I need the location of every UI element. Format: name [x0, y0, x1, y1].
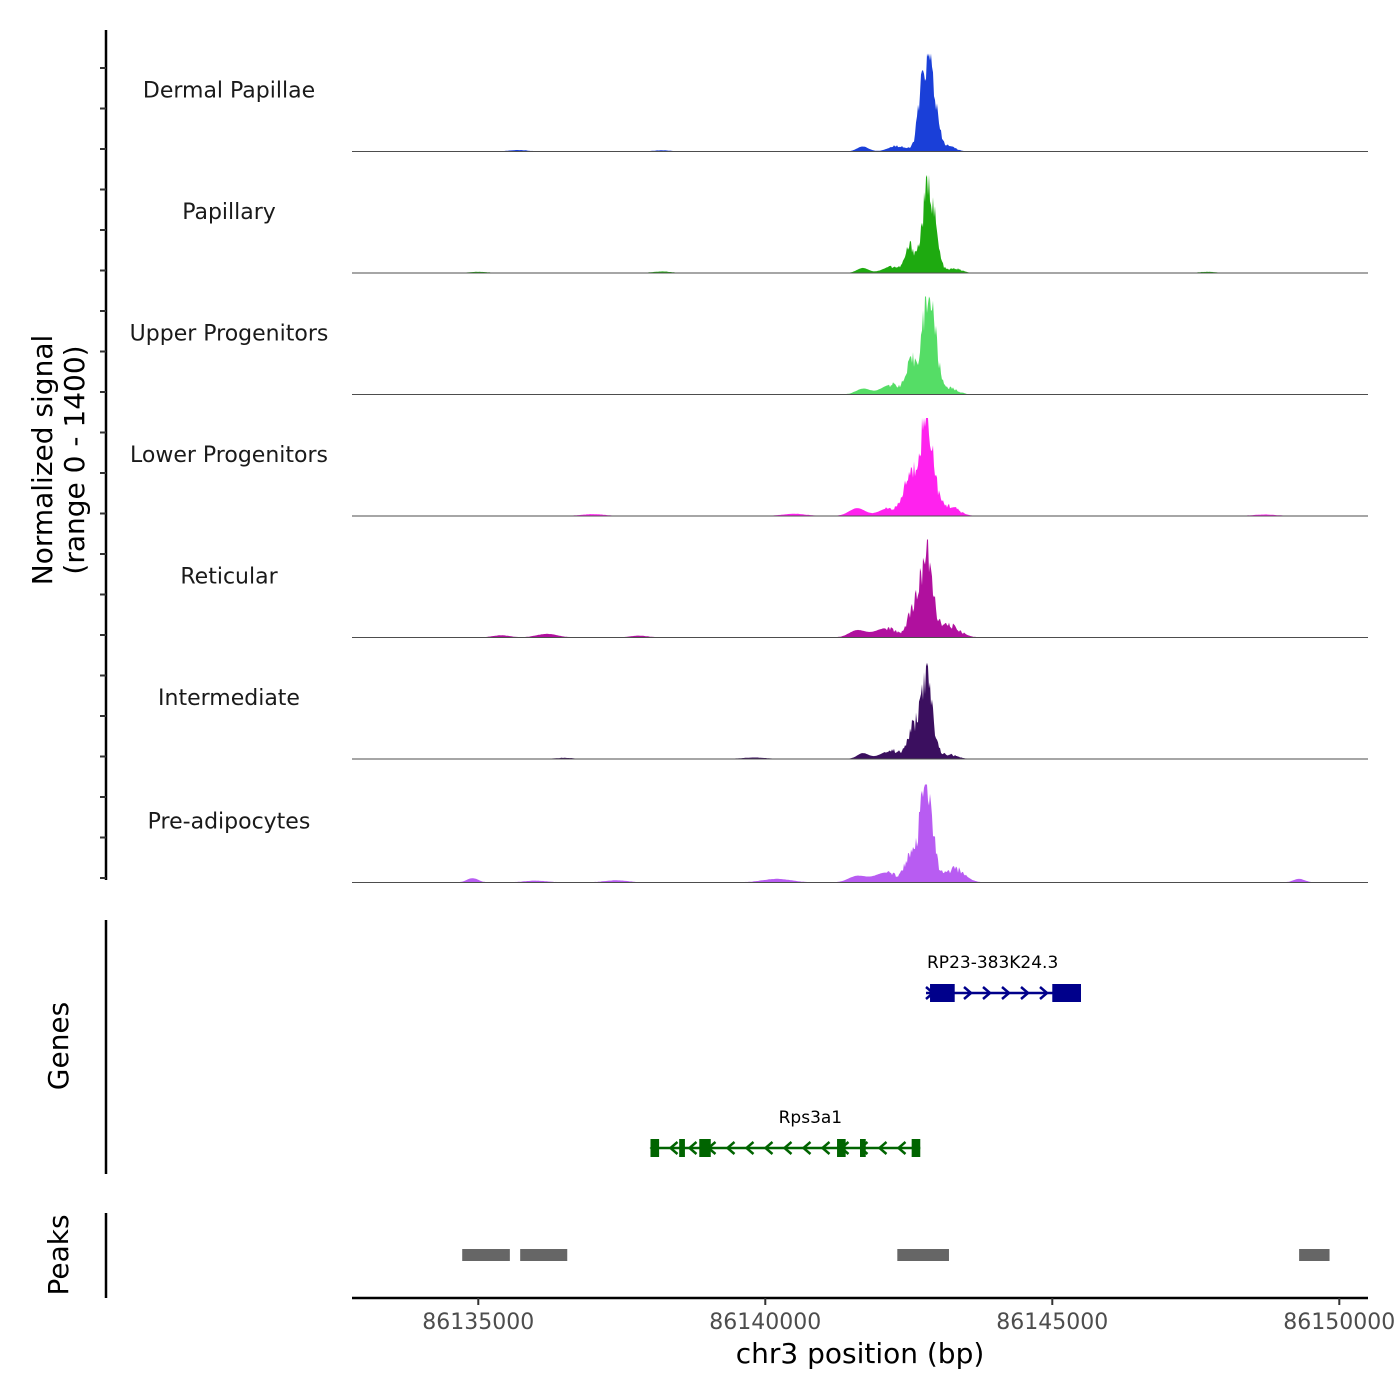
- strand-arrow: [782, 1141, 793, 1155]
- coverage-area: [352, 539, 1368, 638]
- gene-exon: [699, 1139, 711, 1157]
- strand-arrow: [744, 1141, 755, 1155]
- gene-exon: [1052, 984, 1081, 1002]
- gene-exon: [911, 1139, 921, 1157]
- strand-arrow: [1039, 986, 1049, 1000]
- x-axis: 86135000 86140000 86145000 86150000: [352, 1296, 1395, 1335]
- track-label: Pre-adipocytes: [148, 810, 311, 835]
- x-axis-title: chr3 position (bp): [736, 1337, 985, 1370]
- track-label: Upper Progenitors: [130, 322, 329, 347]
- coverage-area: [352, 418, 1368, 516]
- coverage-area: [352, 784, 1368, 883]
- gene-exon: [837, 1139, 846, 1157]
- strand-arrow: [982, 986, 992, 1000]
- coverage-track: Lower Progenitors: [130, 418, 1368, 517]
- x-tick-label: 86135000: [422, 1310, 534, 1335]
- peaks-track-title: Peaks: [42, 1214, 75, 1295]
- coverage-track: Papillary: [182, 175, 1368, 274]
- x-tick-label: 86140000: [709, 1310, 821, 1335]
- track-label: Intermediate: [158, 686, 300, 711]
- coverage-area: [352, 53, 1368, 152]
- coverage-tracks: Dermal Papillae Papillary Upper Progenitor…: [130, 53, 1368, 883]
- peaks-track: [462, 1249, 1330, 1261]
- strand-arrow: [1001, 986, 1011, 1000]
- track-label: Reticular: [180, 565, 278, 590]
- strand-arrow: [687, 1141, 698, 1155]
- coverage-area: [352, 296, 1368, 395]
- x-tick-label: 86150000: [1283, 1310, 1395, 1335]
- gene-exon: [860, 1139, 866, 1157]
- strand-arrow: [1020, 986, 1030, 1000]
- coverage-area: [352, 662, 1368, 759]
- track-label: Papillary: [182, 200, 276, 225]
- track-label: Lower Progenitors: [130, 443, 328, 468]
- strand-arrow: [725, 1141, 736, 1155]
- strand-arrow: [896, 1141, 907, 1155]
- coverage-track: Upper Progenitors: [130, 296, 1368, 395]
- strand-arrow: [963, 986, 973, 1000]
- gene-exon: [930, 984, 955, 1002]
- y-axis-title-line2: (range 0 - 1400): [58, 345, 91, 574]
- coverage-track: Intermediate: [158, 662, 1368, 760]
- y-axis-lines: [100, 30, 108, 1298]
- coverage-track: Dermal Papillae: [143, 53, 1368, 152]
- gene-name: RP23-383K24.3: [927, 953, 1058, 973]
- genes-track-title: Genes: [42, 1002, 75, 1090]
- strand-arrow: [668, 1141, 679, 1155]
- y-axis-title-line1: Normalized signal: [26, 335, 59, 586]
- peak-region: [462, 1249, 510, 1261]
- gene-model: RP23-383K24.3: [925, 953, 1081, 1002]
- gene-exon: [650, 1139, 660, 1157]
- strand-arrow: [801, 1141, 812, 1155]
- gene-exon: [679, 1139, 685, 1157]
- coverage-track: Reticular: [180, 539, 1368, 638]
- peak-region: [520, 1249, 568, 1261]
- coverage-area: [352, 175, 1368, 273]
- genes-track: RP23-383K24.3 Rps3a1: [649, 953, 1081, 1157]
- strand-arrow: [877, 1141, 888, 1155]
- coverage-track: Pre-adipocytes: [148, 784, 1368, 883]
- peak-region: [1299, 1249, 1330, 1261]
- strand-arrow: [820, 1141, 831, 1155]
- strand-arrow: [763, 1141, 774, 1155]
- gene-name: Rps3a1: [779, 1108, 843, 1128]
- track-label: Dermal Papillae: [143, 79, 315, 104]
- peak-region: [897, 1249, 949, 1261]
- gene-model: Rps3a1: [649, 1108, 921, 1157]
- x-tick-label: 86145000: [996, 1310, 1108, 1335]
